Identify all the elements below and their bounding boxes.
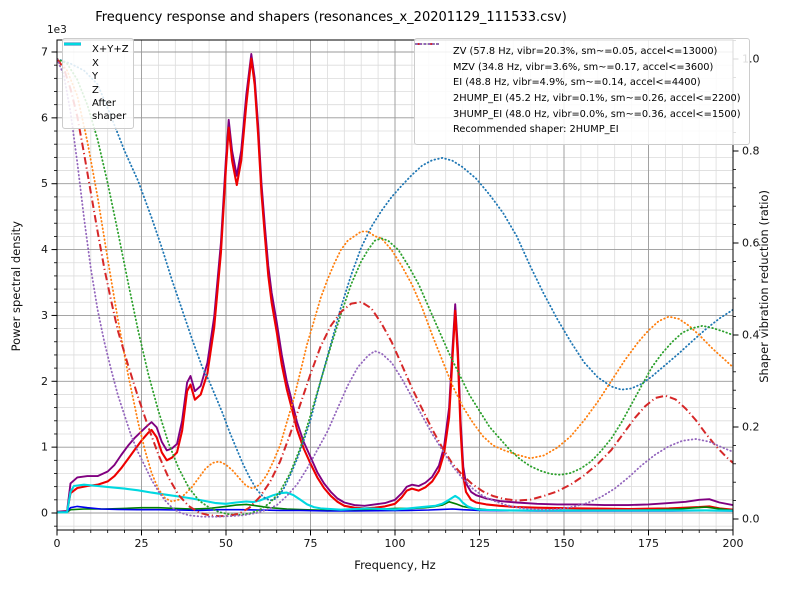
empty-swatch-spacer [423, 125, 447, 135]
axis-ticks-and-labels: 0 25 50 75 100 125 150 175 200 0 1 2 3 4 5 6 7 0.0 0.2 0.4 0… [41, 40, 760, 550]
series-zv [57, 58, 733, 502]
left-y-axis-label: Power spectral density [8, 40, 24, 532]
left-y-tick-label: 1 [41, 441, 48, 454]
legend-item-x: X [64, 42, 128, 71]
left-y-tick-label: 2 [41, 375, 48, 388]
left-y-axis-label-text: Power spectral density [9, 220, 23, 352]
x-tick-label: 100 [385, 537, 406, 550]
x-tick-label: 50 [219, 537, 233, 550]
left-y-tick-label: 0 [41, 507, 48, 520]
z-series-swatch-icon [64, 42, 87, 96]
legend-item-after-shaper: After shaper [64, 42, 128, 123]
minor-gridlines [57, 40, 733, 530]
mzv-series-swatch-icon [415, 43, 447, 73]
left-y-tick-label: 6 [41, 111, 48, 124]
x-tick-label: 0 [54, 537, 61, 550]
legend-item-label: After shaper [92, 98, 127, 122]
right-y-tick-label: 0.2 [742, 421, 760, 434]
right-y-tick-label: 0.0 [742, 513, 760, 526]
legend-item-zv: ZV (57.8 Hz, vibr=20.3%, sm~=0.05, accel… [415, 43, 741, 60]
legend-item-label: EI (48.8 Hz, vibr=4.9%, sm~=0.14, accel<… [453, 77, 701, 89]
x-tick-label: 25 [135, 537, 149, 550]
legend-item-label: MZV (34.8 Hz, vibr=3.6%, sm~=0.17, accel… [453, 61, 714, 73]
left-y-tick-label: 5 [41, 177, 48, 190]
y-axis-multiplier-label: 1e3 [47, 24, 67, 36]
chart-series [57, 53, 733, 518]
series-xyz [57, 53, 733, 513]
psd-legend: X+Y+Z X Y Z After shaper [62, 38, 134, 129]
series-hump2 [57, 58, 733, 518]
right-y-axis-label-text: Shaper vibration reduction (ratio) [757, 189, 771, 383]
legend-item-ei: EI (48.8 Hz, vibr=4.9%, sm~=0.14, accel<… [415, 43, 741, 91]
ei-series-swatch-icon [415, 43, 447, 88]
series-ei [57, 58, 733, 516]
right-y-axis-label: Shaper vibration reduction (ratio) [756, 40, 772, 532]
after-shaper-series-swatch-icon [64, 42, 87, 116]
legend-item-mzv: MZV (34.8 Hz, vibr=3.6%, sm~=0.17, accel… [415, 43, 741, 76]
3hump-ei-series-swatch-icon [415, 43, 447, 120]
x-tick-label: 150 [554, 537, 575, 550]
legend-item-y: Y [64, 42, 128, 84]
x-tick-label: 125 [469, 537, 490, 550]
x-tick-label: 175 [638, 537, 659, 550]
right-y-tick-label: 0.8 [742, 145, 760, 158]
legend-item-z: Z [64, 42, 128, 98]
legend-item-label: Z [92, 84, 99, 96]
major-gridlines [57, 40, 733, 530]
left-y-tick-label: 7 [41, 46, 48, 59]
left-y-tick-label: 4 [41, 243, 48, 256]
legend-item-2hump-ei: 2HUMP_EI (45.2 Hz, vibr=0.1%, sm~=0.26, … [416, 43, 741, 107]
legend-item-3hump-ei: 3HUMP_EI (48.0 Hz, vibr=0.0%, sm~=0.36, … [415, 43, 741, 122]
x-tick-label: 200 [723, 537, 744, 550]
series-after [57, 483, 733, 514]
x-tick-label: 75 [304, 537, 318, 550]
left-y-tick-label: 3 [41, 309, 48, 322]
legend-item-label: 3HUMP_EI (48.0 Hz, vibr=0.0%, sm~=0.36, … [453, 108, 741, 120]
y-series-swatch-icon [64, 42, 87, 82]
legend-item-label: ZV (57.8 Hz, vibr=20.3%, sm~=0.05, accel… [453, 46, 718, 58]
series-hump3 [57, 58, 733, 518]
legend-item-label: Y [92, 71, 99, 82]
2hump-ei-series-swatch-icon [416, 43, 447, 104]
x-axis-label: Frequency, Hz [354, 558, 436, 572]
right-y-tick-label: 0.4 [742, 329, 760, 342]
legend-item-label: X+Y+Z [92, 44, 129, 55]
chart-title: Frequency response and shapers (resonanc… [95, 10, 567, 25]
series-mzv [57, 58, 733, 503]
legend-item-label: X [92, 57, 99, 69]
recommended-shaper-note: Recommended shaper: 2HUMP_EI [423, 123, 741, 138]
series-x [57, 57, 733, 514]
right-y-tick-label: 0.6 [742, 237, 760, 250]
legend-item-label: 2HUMP_EI (45.2 Hz, vibr=0.1%, sm~=0.26, … [453, 92, 741, 104]
recommended-shaper-text: Recommended shaper: 2HUMP_EI [453, 124, 619, 136]
x-series-swatch-icon [64, 42, 87, 69]
shaper-legend: ZV (57.8 Hz, vibr=20.3%, sm~=0.05, accel… [414, 38, 750, 145]
